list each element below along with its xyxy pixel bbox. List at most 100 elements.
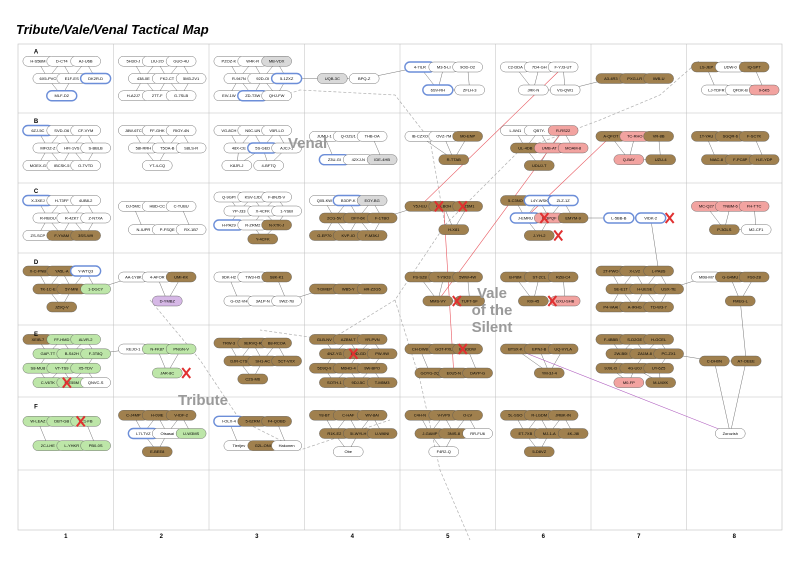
system-node[interactable]: F-YJ3-UT <box>547 61 579 73</box>
system-node[interactable]: U-W3MS <box>175 428 207 439</box>
system-node[interactable]: 4UB8-2 <box>70 195 101 206</box>
system-node[interactable]: C-TUBU <box>165 201 197 212</box>
system-node[interactable]: YT-4-CQ <box>142 160 173 171</box>
system-node[interactable]: MOAM-8 <box>557 142 589 154</box>
system-node[interactable]: 5WW-4W <box>452 271 483 283</box>
system-node[interactable]: 6SV-RH <box>422 84 454 96</box>
system-node[interactable]: 4G-U0J <box>619 363 650 374</box>
system-node[interactable]: VIDK-2 <box>634 212 667 224</box>
system-node[interactable]: L7I-TVZ <box>127 427 160 440</box>
system-node[interactable]: F-8NJ5-V <box>261 191 292 203</box>
system-node[interactable]: 4-AFOR <box>142 271 173 283</box>
system-node[interactable]: QFDK-B <box>725 84 756 96</box>
system-node[interactable]: 5-D8VZ <box>524 446 555 457</box>
system-node[interactable]: RIGY-4N <box>165 125 197 136</box>
system-node[interactable]: H-GCEL <box>643 334 674 345</box>
system-node[interactable]: EMYM-9 <box>557 212 589 224</box>
system-node[interactable]: S8K-K1 <box>261 271 292 283</box>
system-node[interactable]: S-BBLB <box>80 142 111 154</box>
system-node[interactable]: N-XTK-J <box>261 219 292 231</box>
system-node[interactable]: C2-DDA <box>500 61 531 73</box>
system-node[interactable]: F-1TBO <box>366 212 398 224</box>
system-node[interactable]: X5-TDV <box>70 363 101 374</box>
system-node[interactable]: F4-QOBD <box>261 416 292 427</box>
system-node[interactable]: 9ERVQ-R <box>237 337 268 349</box>
system-node[interactable]: KEJO-1 <box>118 343 149 355</box>
system-node[interactable]: JRBK-IN <box>547 410 579 421</box>
system-node[interactable]: T-Z6M1 <box>452 201 483 212</box>
system-node[interactable]: THB-OA <box>356 131 388 142</box>
system-node[interactable]: DAYP-G <box>462 367 493 379</box>
system-node[interactable]: GOYG-2Q <box>414 367 446 379</box>
system-node[interactable]: 5M3-2V1 <box>175 73 207 84</box>
system-node[interactable]: E-BEE8 <box>142 446 173 457</box>
system-node[interactable]: ZFLH-3 <box>454 84 485 96</box>
system-node[interactable]: IDE-4HB <box>366 154 398 165</box>
system-node[interactable]: RR-FU6 <box>462 428 493 439</box>
system-node[interactable]: YR-PVN <box>356 334 388 345</box>
system-node[interactable]: VG-QW1 <box>549 84 581 96</box>
system-node[interactable]: UQ-VYLA <box>547 343 579 355</box>
system-node[interactable]: AJ-U6B <box>70 56 101 67</box>
system-node[interactable]: O-LV <box>452 410 483 421</box>
system-node[interactable]: 4-BFTQ <box>253 160 284 171</box>
system-node[interactable]: LS-JEP <box>691 61 722 73</box>
system-node[interactable]: CF-VYM <box>70 125 101 136</box>
system-node[interactable]: JUMU-1 <box>309 131 340 142</box>
system-node[interactable]: D-YMBZ <box>152 295 183 307</box>
system-node[interactable]: ZLZ-1Z <box>547 194 579 207</box>
system-node[interactable]: 9C1-FB <box>70 416 101 427</box>
system-node[interactable]: P-3GLS <box>709 224 740 235</box>
system-node[interactable]: O-TVTD <box>70 160 101 171</box>
system-node[interactable]: R-RS22 <box>547 125 579 136</box>
system-node[interactable]: F4R2-Q <box>428 446 459 457</box>
system-node[interactable]: TUFT-SF <box>454 295 485 307</box>
system-node[interactable]: Q-OZU1 <box>333 131 364 142</box>
system-node[interactable]: QNVC-S <box>80 377 111 388</box>
system-node[interactable]: Hakonen <box>271 440 302 451</box>
system-node[interactable]: G-EP70 <box>309 230 340 241</box>
system-node[interactable]: U-W6NI <box>366 428 398 439</box>
system-node[interactable]: F-SC7K <box>738 131 770 142</box>
system-node[interactable]: M-U4XK <box>645 377 676 388</box>
system-node[interactable]: Z-N7XA <box>80 212 111 224</box>
system-node[interactable]: P-FSQE <box>152 224 183 235</box>
system-node[interactable]: GUO-4U <box>165 56 197 67</box>
system-node[interactable]: H-S5BM <box>22 56 54 67</box>
system-node[interactable]: IWB-U <box>643 73 674 84</box>
system-node[interactable]: MLF-D2 <box>46 90 78 102</box>
system-node[interactable]: 5I-WYLH <box>343 428 374 439</box>
system-node[interactable]: DFY-6K <box>343 212 374 224</box>
system-node[interactable]: G2L-ONI <box>247 440 278 451</box>
system-node[interactable]: Obe <box>333 446 364 457</box>
system-node[interactable]: 3A1P-N <box>247 295 278 307</box>
system-node[interactable]: K0I-45 <box>518 295 549 307</box>
system-node[interactable]: 42XJ-N <box>343 154 374 165</box>
system-node[interactable]: PB0-0S <box>80 440 111 451</box>
system-node[interactable]: M2-CF1 <box>740 224 772 235</box>
system-node[interactable]: SE-E1T <box>605 283 637 295</box>
system-node[interactable]: DJ-5MC <box>118 201 149 212</box>
system-node[interactable]: USX-TE <box>653 283 684 295</box>
system-node[interactable]: Y-4CFK <box>247 233 278 245</box>
system-node[interactable]: RZB-C4 <box>547 271 579 283</box>
system-node[interactable]: IB-CZXO <box>404 131 436 142</box>
system-node[interactable]: K8JR-J <box>221 160 253 171</box>
system-node[interactable]: EOY-BG <box>356 195 388 206</box>
system-node[interactable]: UMI-KK <box>165 271 197 283</box>
system-node[interactable]: B8-RCOA <box>261 337 292 349</box>
system-node[interactable]: R-947N <box>223 73 255 84</box>
system-node[interactable]: WV-8AI <box>356 410 388 421</box>
system-node[interactable]: 5-1ZXZ <box>270 72 303 85</box>
system-node[interactable]: S8LS-R <box>175 142 207 154</box>
system-node[interactable]: E-GDDW <box>452 343 483 355</box>
system-node[interactable]: RX-1B7 <box>175 224 207 235</box>
system-node[interactable]: UQB-3C <box>317 73 348 84</box>
system-node[interactable]: PC-ZX1 <box>653 348 684 359</box>
system-node[interactable]: TC-RHO <box>619 131 650 142</box>
system-node[interactable]: HR-Z2G5 <box>356 283 388 295</box>
system-node[interactable]: JZ9Q-V <box>46 301 77 313</box>
system-node[interactable]: 9OD-O2 <box>452 61 483 73</box>
system-node[interactable]: MB-VDX <box>261 56 292 67</box>
system-node[interactable]: AJCJ-1 <box>271 142 302 154</box>
